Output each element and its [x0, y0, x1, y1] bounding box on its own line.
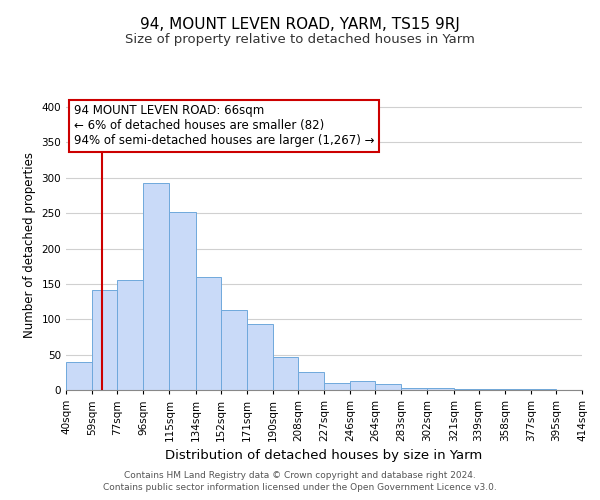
- Text: Contains HM Land Registry data © Crown copyright and database right 2024.
Contai: Contains HM Land Registry data © Crown c…: [103, 471, 497, 492]
- X-axis label: Distribution of detached houses by size in Yarm: Distribution of detached houses by size …: [166, 450, 482, 462]
- Bar: [324, 383, 350, 390]
- Bar: [427, 388, 454, 390]
- Bar: [247, 324, 273, 390]
- Bar: [143, 183, 169, 390]
- Bar: [66, 362, 92, 390]
- Bar: [221, 310, 247, 390]
- Text: 94 MOUNT LEVEN ROAD: 66sqm
← 6% of detached houses are smaller (82)
94% of semi-: 94 MOUNT LEVEN ROAD: 66sqm ← 6% of detac…: [74, 104, 374, 148]
- Text: 94, MOUNT LEVEN ROAD, YARM, TS15 9RJ: 94, MOUNT LEVEN ROAD, YARM, TS15 9RJ: [140, 18, 460, 32]
- Bar: [92, 290, 117, 390]
- Bar: [273, 358, 298, 390]
- Bar: [298, 372, 324, 390]
- Bar: [117, 280, 143, 390]
- Bar: [169, 212, 196, 390]
- Bar: [350, 381, 375, 390]
- Text: Size of property relative to detached houses in Yarm: Size of property relative to detached ho…: [125, 32, 475, 46]
- Bar: [375, 384, 401, 390]
- Y-axis label: Number of detached properties: Number of detached properties: [23, 152, 36, 338]
- Bar: [196, 277, 221, 390]
- Bar: [401, 388, 427, 390]
